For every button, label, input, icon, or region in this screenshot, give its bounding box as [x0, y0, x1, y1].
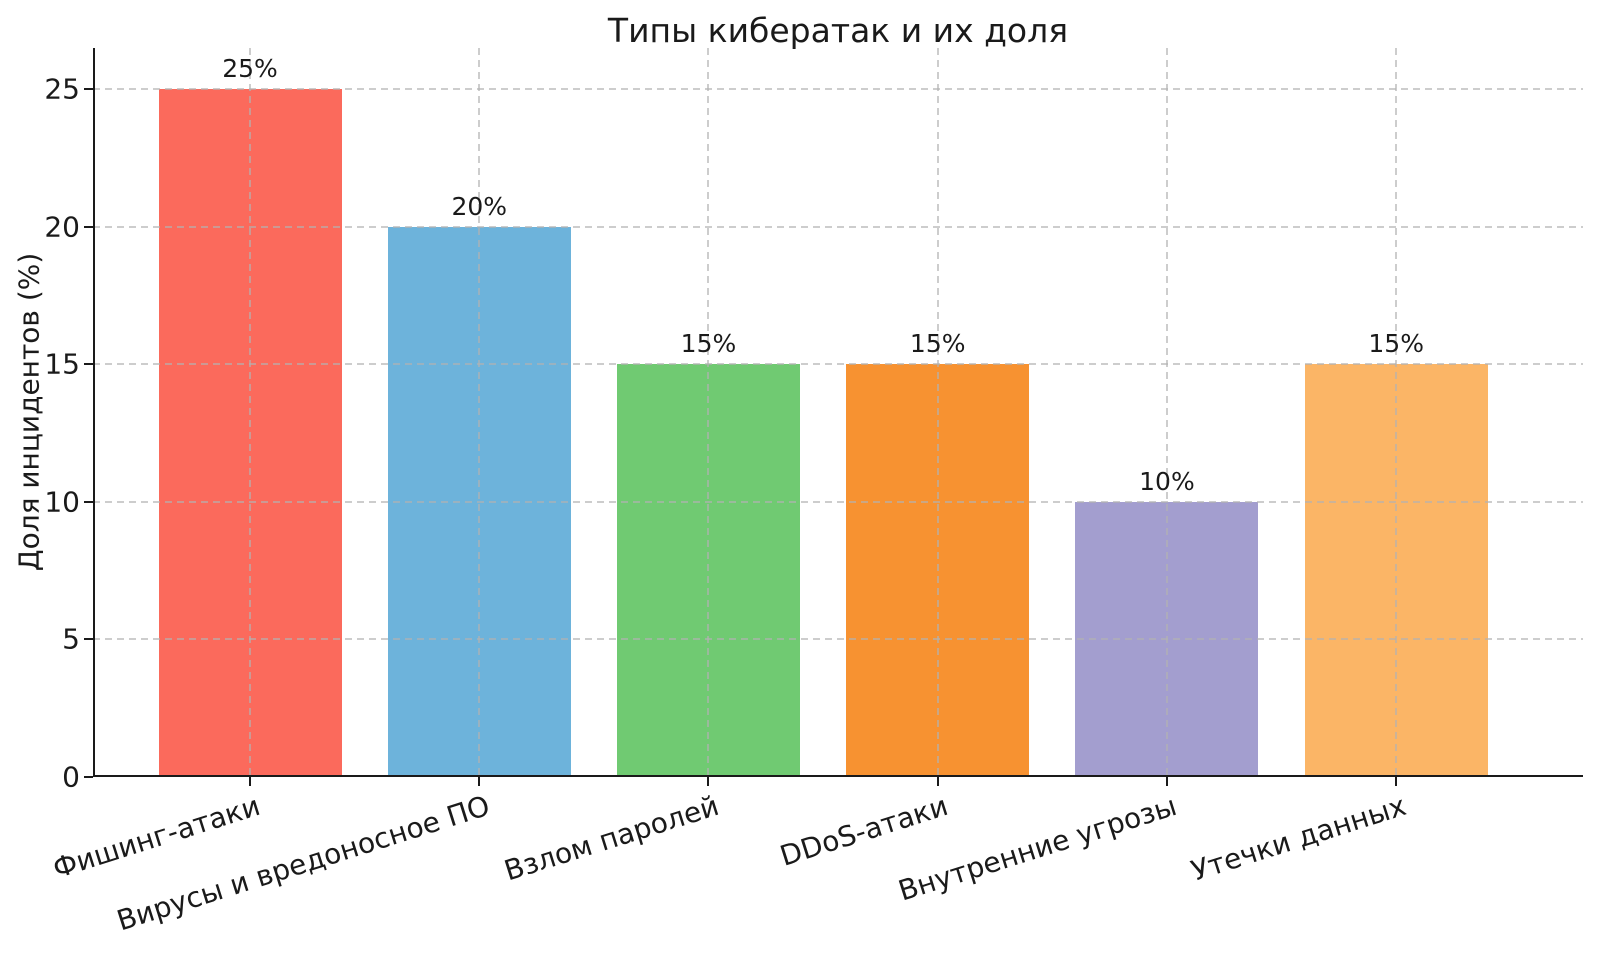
x-tick-mark — [936, 777, 939, 786]
gridline-vertical — [1395, 48, 1398, 777]
y-tick-label: 5 — [62, 622, 80, 656]
y-tick-label: 0 — [62, 760, 80, 794]
bar-value-label-2: 20% — [451, 191, 508, 221]
y-tick-mark — [84, 776, 93, 778]
y-tick-mark — [84, 225, 93, 228]
y-tick-mark — [84, 500, 93, 503]
y-axis-spine — [93, 48, 95, 777]
x-axis-spine — [93, 775, 1583, 777]
plot-area: 0 5 10 15 20 25 Фишинг-атаки Вирусы и вредоносн… — [44, 48, 1583, 937]
chart-title: Типы кибератак и их доля — [607, 11, 1069, 50]
bar-value-label-3: 15% — [680, 329, 737, 359]
bar-value-label-1: 25% — [222, 54, 278, 84]
gridline-horizontal — [93, 638, 1583, 641]
gridline-vertical — [707, 48, 710, 777]
gridline-vertical — [1165, 48, 1168, 777]
y-tick-label: 15 — [44, 347, 80, 381]
gridline-vertical — [478, 48, 481, 777]
y-tick-label: 20 — [44, 210, 80, 244]
x-tick-mark — [1165, 777, 1168, 786]
x-tick-label-6: Утечки данных — [1187, 789, 1411, 888]
x-tick-mark — [478, 777, 481, 786]
gridline-horizontal — [93, 225, 1583, 228]
y-tick-mark — [84, 638, 93, 641]
x-tick-label-2: Вирусы и вредоносное ПО — [112, 789, 494, 938]
bar-value-label-5: 10% — [1139, 466, 1195, 496]
gridline-vertical — [249, 48, 252, 777]
bar-value-label-6: 15% — [1368, 329, 1424, 359]
y-tick-mark — [84, 88, 93, 91]
gridline-horizontal — [93, 500, 1583, 503]
y-tick-label: 25 — [44, 72, 80, 106]
x-tick-mark — [249, 777, 252, 786]
x-tick-label-4: DDoS-атаки — [775, 789, 952, 873]
y-tick-mark — [84, 363, 93, 366]
bar-value-label-4: 15% — [909, 329, 966, 359]
x-tick-mark — [707, 777, 710, 786]
x-tick-mark — [1395, 777, 1398, 786]
x-tick-label-3: Взлом паролей — [499, 789, 723, 888]
gridline-vertical — [936, 48, 939, 777]
y-tick-label: 10 — [44, 485, 80, 519]
y-axis-label: Доля инцидентов (%) — [12, 252, 46, 572]
gridline-horizontal — [93, 363, 1583, 366]
gridline-horizontal — [93, 88, 1583, 91]
